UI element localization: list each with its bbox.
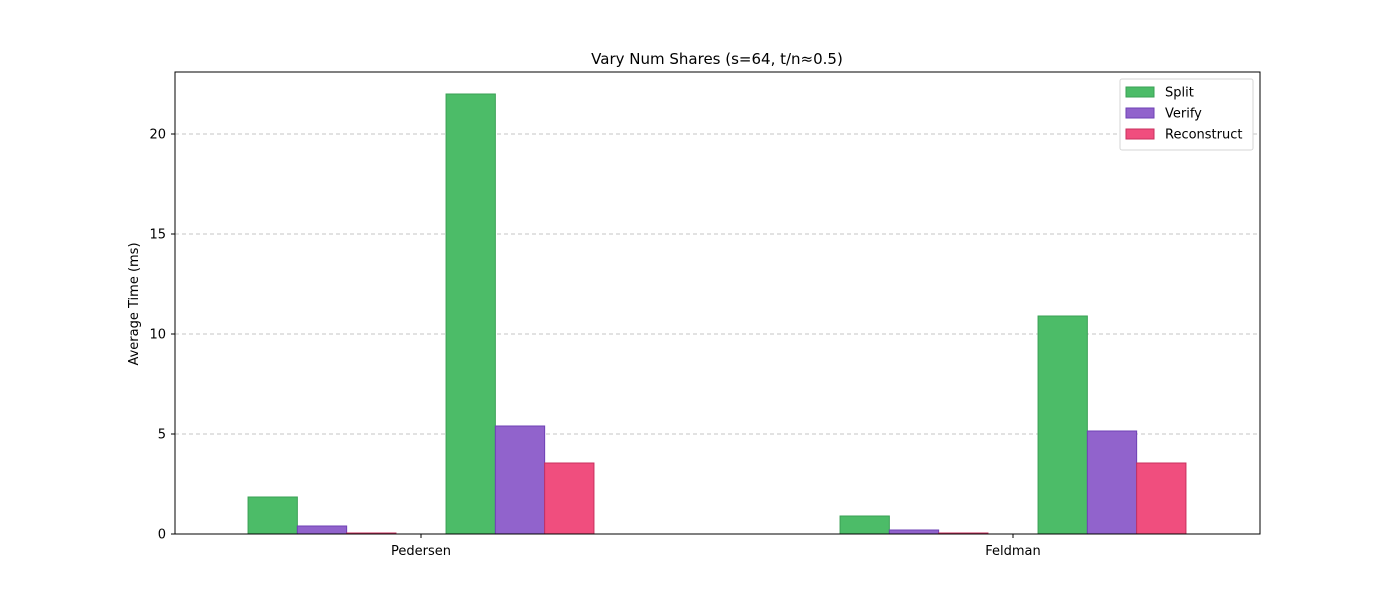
legend-label-split: Split — [1165, 86, 1194, 101]
bar-reconstruct-pedersen-2 — [544, 462, 595, 535]
bar-verify-feldman-2 — [1086, 430, 1138, 535]
bar-reconstruct-feldman-2 — [1136, 462, 1187, 535]
legend-label-reconstruct: Reconstruct — [1165, 128, 1243, 143]
legend-swatch-verify — [1125, 107, 1155, 119]
y-tick-label: 0 — [158, 528, 166, 543]
bar-split-feldman-1 — [839, 515, 890, 535]
bars — [247, 93, 1187, 535]
y-axis-label: Average Time (ms) — [127, 242, 142, 365]
bar-split-pedersen-2 — [445, 93, 496, 535]
y-tick-label: 5 — [158, 428, 166, 443]
bar-verify-feldman-1 — [888, 529, 940, 535]
legend-swatch-split — [1125, 86, 1155, 98]
legend-swatch-reconstruct — [1125, 128, 1155, 140]
x-tick-label: Feldman — [985, 544, 1041, 559]
y-tick-label: 10 — [149, 328, 166, 343]
x-tick-label: Pedersen — [391, 544, 451, 559]
legend: Split Verify Reconstruct — [1119, 78, 1254, 151]
y-tick-label: 20 — [149, 128, 166, 143]
grid-lines — [175, 133, 1260, 435]
chart-title: Vary Num Shares (s=64, t/n≈0.5) — [591, 50, 843, 68]
y-tick-label: 15 — [149, 228, 166, 243]
bar-split-pedersen-1 — [247, 496, 298, 535]
axes: 0 5 10 15 20 Pedersen Feldman — [149, 71, 1261, 559]
bar-verify-pedersen-2 — [494, 425, 546, 535]
bar-split-feldman-2 — [1037, 315, 1088, 535]
plot-frame — [174, 71, 1261, 535]
bar-verify-pedersen-1 — [296, 525, 348, 535]
legend-label-verify: Verify — [1165, 107, 1202, 122]
